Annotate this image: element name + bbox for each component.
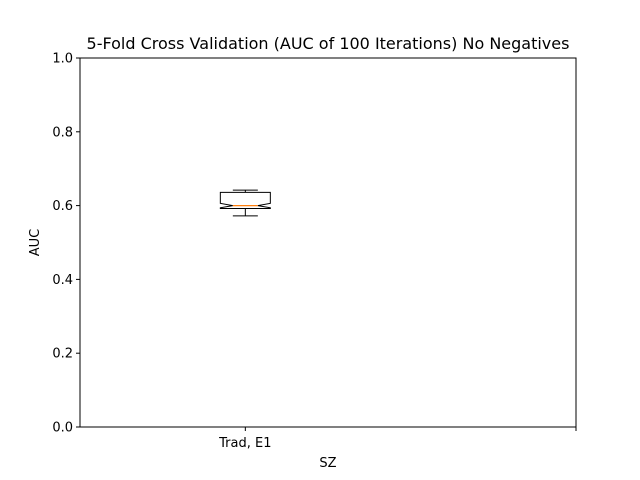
y-axis: 0.0 0.2 0.4 0.6 0.8 1.0 — [52, 52, 80, 436]
x-axis-label: SZ — [319, 456, 336, 471]
y-tick-label: 0.8 — [52, 125, 73, 140]
box-body — [219, 191, 271, 210]
y-tick-label: 0.0 — [52, 421, 73, 436]
y-axis-label: AUC — [28, 229, 43, 257]
x-axis: Trad, E1 — [218, 427, 577, 451]
y-tick-label: 0.2 — [52, 347, 73, 362]
box-plot-item — [219, 189, 271, 217]
y-tick-label: 0.4 — [52, 273, 73, 288]
chart-title: 5-Fold Cross Validation (AUC of 100 Iter… — [87, 34, 570, 53]
box-plot-group — [219, 189, 271, 217]
y-tick-label: 1.0 — [52, 52, 73, 67]
x-tick-label: Trad, E1 — [218, 436, 271, 451]
y-tick-label: 0.6 — [52, 199, 73, 214]
plot-area-frame — [79, 57, 577, 428]
